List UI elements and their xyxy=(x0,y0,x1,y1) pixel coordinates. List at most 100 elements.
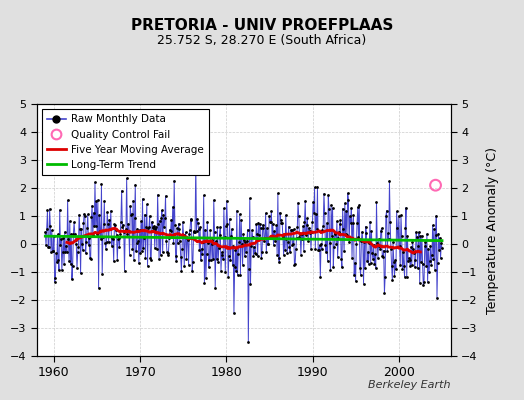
Point xyxy=(187,216,195,223)
Point xyxy=(182,256,191,262)
Point xyxy=(402,274,411,280)
Point xyxy=(155,256,163,262)
Point xyxy=(192,158,200,165)
Point xyxy=(351,260,359,266)
Point xyxy=(358,228,366,235)
Point xyxy=(115,244,124,250)
Point xyxy=(248,234,257,240)
Point xyxy=(220,205,228,212)
Point xyxy=(321,210,329,216)
Point xyxy=(93,230,101,237)
Point xyxy=(406,257,414,264)
Point xyxy=(357,238,366,244)
Point xyxy=(336,217,345,223)
Point xyxy=(260,238,268,244)
Point xyxy=(74,243,83,250)
Point xyxy=(118,223,126,230)
Point xyxy=(314,246,322,253)
Point xyxy=(320,190,328,197)
Point xyxy=(244,339,253,345)
Point xyxy=(410,264,419,270)
Point xyxy=(381,274,389,280)
Point xyxy=(419,282,428,289)
Point xyxy=(146,255,155,262)
Point xyxy=(195,247,203,253)
Point xyxy=(367,259,375,266)
Point xyxy=(315,247,323,254)
Point xyxy=(227,226,236,232)
Point xyxy=(398,233,406,239)
Point xyxy=(329,205,337,211)
Point xyxy=(308,229,316,236)
Point xyxy=(397,212,405,218)
Point xyxy=(176,238,184,244)
Point xyxy=(377,228,385,234)
Point xyxy=(188,268,196,274)
Point xyxy=(113,257,122,263)
Point xyxy=(429,222,437,229)
Point xyxy=(222,223,230,229)
Point xyxy=(198,246,206,252)
Point xyxy=(124,221,132,227)
Point xyxy=(221,269,230,275)
Point xyxy=(275,255,283,262)
Point xyxy=(121,267,129,274)
Point xyxy=(290,262,299,268)
Point xyxy=(277,220,286,227)
Point xyxy=(189,258,197,265)
Point xyxy=(217,249,226,256)
Point xyxy=(215,244,223,251)
Point xyxy=(402,204,410,211)
Point xyxy=(379,247,388,254)
Point xyxy=(384,230,392,237)
Point xyxy=(409,246,418,252)
Point xyxy=(102,246,110,252)
Point xyxy=(59,234,68,241)
Point xyxy=(105,217,114,224)
Point xyxy=(255,232,264,238)
Point xyxy=(158,207,166,214)
Point xyxy=(126,203,135,210)
Point xyxy=(231,247,239,254)
Point xyxy=(133,239,141,246)
Point xyxy=(348,254,356,261)
Point xyxy=(100,198,108,204)
Point xyxy=(200,192,208,198)
Point xyxy=(95,212,104,218)
Point xyxy=(46,206,54,212)
Text: Berkeley Earth: Berkeley Earth xyxy=(368,380,451,390)
Point xyxy=(42,242,50,248)
Point xyxy=(142,224,150,230)
Point xyxy=(73,249,82,255)
Point xyxy=(88,202,96,209)
Point xyxy=(131,181,139,188)
Point xyxy=(67,261,75,268)
Point xyxy=(101,240,110,246)
Point xyxy=(122,226,130,232)
Point xyxy=(69,263,77,269)
Point xyxy=(391,257,399,264)
Point xyxy=(92,198,101,204)
Point xyxy=(194,226,203,233)
Point xyxy=(418,232,426,239)
Point xyxy=(53,231,62,238)
Point xyxy=(166,226,174,233)
Point xyxy=(75,226,84,232)
Point xyxy=(299,223,307,230)
Point xyxy=(96,228,104,234)
Point xyxy=(145,224,153,230)
Point xyxy=(410,250,418,256)
Point xyxy=(140,211,149,218)
Point xyxy=(344,190,352,196)
Point xyxy=(370,261,378,268)
Point xyxy=(167,228,175,234)
Point xyxy=(284,239,292,245)
Point xyxy=(387,246,395,252)
Point xyxy=(421,243,429,250)
Point xyxy=(395,242,403,249)
Point xyxy=(225,252,233,259)
Point xyxy=(161,193,170,199)
Point xyxy=(190,228,198,234)
Point xyxy=(433,259,442,266)
Point xyxy=(304,238,312,244)
